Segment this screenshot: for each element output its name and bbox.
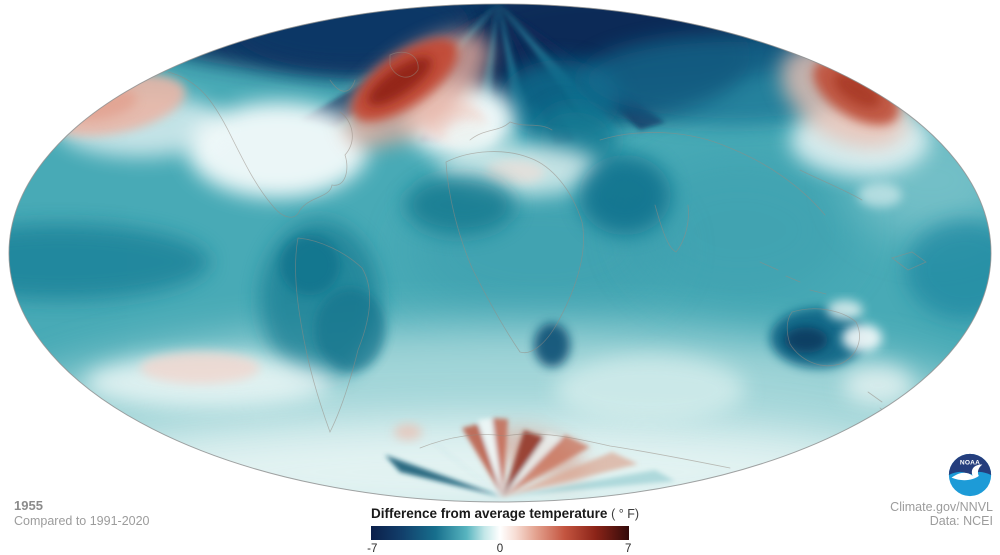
colorbar-legend: Difference from average temperature ( ° … <box>367 506 639 555</box>
tick-zero: 0 <box>496 543 504 555</box>
tick-max: 7 <box>625 543 632 555</box>
colorbar-title-text: Difference from average temperature <box>371 506 608 521</box>
coastlines <box>167 51 927 469</box>
credits: Climate.gov/NNVL Data: NCEI <box>890 500 993 529</box>
tick-min: -7 <box>367 543 378 555</box>
globe-outline <box>8 3 992 503</box>
colorbar-ticks: -7 0 7 <box>367 543 632 555</box>
colorbar-gradient <box>371 526 629 540</box>
colorbar-title: Difference from average temperature ( ° … <box>371 506 639 521</box>
colorbar-unit: ( ° F) <box>611 507 640 521</box>
anomaly-field <box>9 4 991 502</box>
credit-data: Data: NCEI <box>929 514 993 529</box>
noaa-logo-icon: NOAA <box>948 453 992 497</box>
noaa-logo-text: NOAA <box>960 459 980 466</box>
map-caption: 1955 Compared to 1991-2020 <box>14 498 150 528</box>
baseline-label: Compared to 1991-2020 <box>14 513 150 528</box>
year-label: 1955 <box>14 498 43 513</box>
world-anomaly-map <box>8 3 992 503</box>
credit-source: Climate.gov/NNVL <box>890 500 993 514</box>
